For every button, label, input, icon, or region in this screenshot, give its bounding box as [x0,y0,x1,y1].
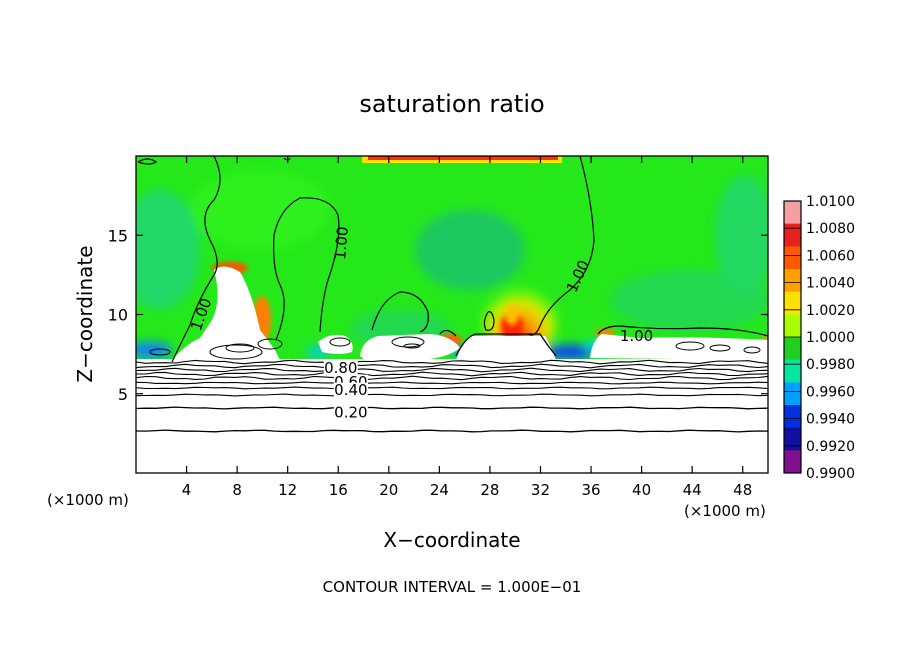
colorbar-label: 1.0000 [806,330,855,346]
colorbar-label: 0.9900 [806,466,855,482]
contour-line [136,406,768,410]
colorbar: 1.0100 1.0080 1.0060 1.0040 1.0020 1.0000 0.99… [783,194,855,482]
plume-core [501,304,523,340]
contour-label: 1.00 [331,226,352,261]
contour-lines [136,156,768,433]
colorbar-label: 0.9980 [806,357,855,373]
chart-title: saturation ratio [359,90,544,118]
contour-line [136,367,768,373]
contour-labels: 1.001.001.001.000.800.600.400.20 [187,226,653,422]
contour-label-bg [333,382,368,399]
contour-line [136,393,768,397]
x-tick-label: 20 [379,481,398,499]
contour-line [136,359,768,365]
colorbar-label: 1.0080 [806,221,855,237]
contour-line [527,156,595,336]
contour-line [597,325,768,337]
colorbar-label: 1.0020 [806,303,855,319]
x-axis-label: X−coordinate [383,528,520,552]
colorbar-segment [784,201,801,225]
y-tick-label: 10 [108,306,128,325]
colorbar-segment [784,359,801,383]
colorbar-segment [784,337,801,361]
contour-line [136,381,768,385]
y-tick-label: 15 [108,226,128,245]
contour-interval-note: CONTOUR INTERVAL = 1.000E−01 [323,578,582,596]
y-tick-label: 5 [118,385,128,404]
x-tick-label: 44 [683,481,702,499]
field-shading [136,170,768,359]
x-tick-label: 36 [581,481,600,499]
contour-ring [675,341,705,351]
colorbar-label: 0.9920 [806,439,855,455]
colorbar-segment [784,269,801,293]
colorbar-segment [784,405,801,429]
contour-label: 0.80 [324,359,357,377]
contour-ring [257,338,283,350]
contour-label: 0.20 [334,403,367,421]
x-tick-label: 48 [733,481,752,499]
contour-label-bg [323,360,358,377]
contour-ring [743,346,761,354]
colorbar-segment [784,382,801,406]
contour-line [371,291,429,333]
colorbar-segment [784,246,801,270]
x-tick-label: 16 [329,481,348,499]
y-axis-label: Z−coordinate [73,245,97,382]
contour-line [136,429,768,433]
contour-line [137,158,158,165]
x-tick-label: 28 [480,481,499,499]
contour-line [455,333,557,357]
contour-ring [225,343,255,353]
colorbar-label: 0.9940 [806,412,855,428]
y-axis: 5 10 15 [108,226,768,404]
colorbar-segment [784,427,801,451]
contour-ring [209,344,263,360]
plot-area: 1.001.001.001.000.800.600.400.20 [136,156,768,473]
contour-ring [709,344,731,352]
colorbar-segment [784,450,801,474]
x-tick-label: 12 [278,481,297,499]
x-axis: 4 8 12 16 20 24 28 32 36 40 44 48 [182,156,752,499]
colorbar-label: 1.0040 [806,276,855,292]
colorbar-label: 1.0060 [806,248,855,264]
x-tick-label: 32 [531,481,550,499]
x-tick-label: 40 [632,481,651,499]
contour-line [136,371,768,377]
contour-line [171,156,221,363]
colorbar-segment [784,314,801,338]
colorbar-segment [784,291,801,315]
colorbar-segment [784,223,801,247]
top-supersaturation-band [362,156,562,163]
contour-ring [329,337,351,347]
x-unit-left: (×1000 m) [47,491,129,509]
contour-label-bg [333,404,368,421]
contour-ring [403,343,421,349]
colorbar-label: 0.9960 [806,384,855,400]
contour-line [136,386,768,390]
x-tick-label: 24 [430,481,449,499]
contour-line [136,375,768,381]
x-tick-label: 4 [182,481,192,499]
contour-label: 0.40 [334,381,367,399]
contour-line [439,329,457,337]
contour-ring [391,336,425,348]
contour-line [273,197,340,341]
contour-line [136,363,768,369]
contour-line [483,311,495,331]
contour-label: 1.00 [620,327,653,345]
x-unit-right: (×1000 m) [684,502,766,520]
x-tick-label: 8 [232,481,242,499]
colorbar-label: 1.0100 [806,194,855,210]
contour-ring [149,348,171,356]
